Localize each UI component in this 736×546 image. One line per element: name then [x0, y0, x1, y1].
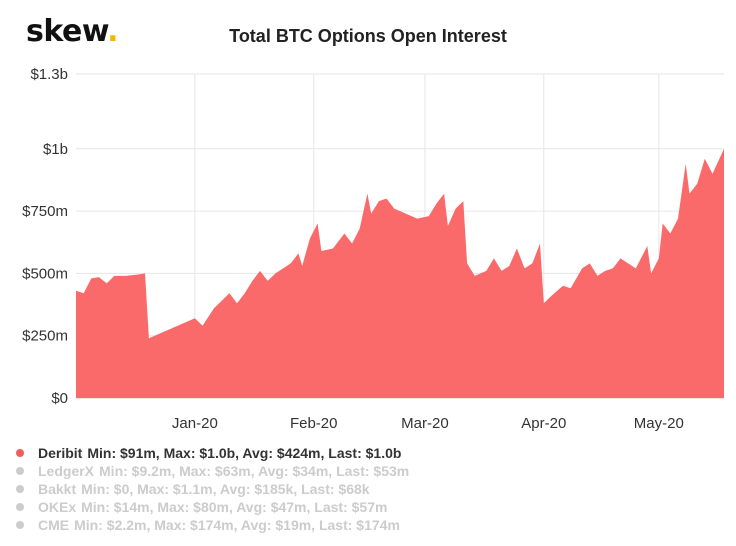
legend-marker-icon [16, 467, 24, 475]
series-area-deribit [76, 148, 724, 398]
y-tick-label: $1.3b [30, 66, 68, 83]
legend-series-stats: Min: $91m, Max: $1.0b, Avg: $424m, Last:… [87, 445, 402, 461]
y-tick-label: $0 [51, 390, 68, 407]
legend-series-name: Bakkt [38, 481, 77, 497]
y-tick-label: $750m [22, 203, 68, 220]
legend-marker-icon [16, 503, 24, 511]
skew-logo: skew. [26, 14, 119, 49]
legend-item-okex[interactable]: OKEx Min: $14m, Max: $80m, Avg: $47m, Las… [16, 498, 409, 516]
legend-series-stats: Min: $14m, Max: $80m, Avg: $47m, Last: $… [81, 499, 388, 515]
y-tick-label: $500m [22, 265, 68, 282]
legend-marker-icon [16, 449, 24, 457]
legend-item-ledgerx[interactable]: LedgerX Min: $9.2m, Max: $63m, Avg: $34m,… [16, 462, 409, 480]
x-tick-label: Mar-20 [401, 415, 449, 432]
logo-text: skew [26, 14, 108, 49]
chart-legend: Deribit Min: $91m, Max: $1.0b, Avg: $424m… [16, 444, 409, 534]
legend-series-name: Deribit [38, 445, 83, 461]
x-tick-label: May-20 [634, 415, 684, 432]
logo-dot: . [107, 14, 119, 49]
legend-item-deribit[interactable]: Deribit Min: $91m, Max: $1.0b, Avg: $424m… [16, 444, 409, 462]
legend-series-stats: Min: $9.2m, Max: $63m, Avg: $34m, Last: … [99, 463, 410, 479]
chart-canvas: $0 $250m $500m $750m $1b $1.3b Jan-20 Feb-20 Mar… [22, 66, 724, 432]
legend-series-stats: Min: $0, Max: $1.1m, Avg: $185k, Last: $… [81, 481, 370, 497]
legend-marker-icon [16, 521, 24, 529]
legend-series-name: OKEx [38, 499, 77, 515]
legend-marker-icon [16, 485, 24, 493]
y-tick-label: $1b [43, 141, 68, 158]
legend-series-name: LedgerX [38, 463, 95, 479]
legend-item-cme[interactable]: CME Min: $2.2m, Max: $174m, Avg: $19m, La… [16, 516, 409, 534]
x-tick-label: Apr-20 [521, 415, 566, 432]
legend-series-name: CME [38, 517, 70, 533]
y-tick-label: $250m [22, 328, 68, 345]
chart-title: Total BTC Options Open Interest [229, 26, 507, 46]
legend-item-bakkt[interactable]: Bakkt Min: $0, Max: $1.1m, Avg: $185k, La… [16, 480, 409, 498]
x-tick-label: Jan-20 [172, 415, 218, 432]
legend-series-stats: Min: $2.2m, Max: $174m, Avg: $19m, Last:… [74, 517, 400, 533]
x-tick-label: Feb-20 [290, 415, 338, 432]
